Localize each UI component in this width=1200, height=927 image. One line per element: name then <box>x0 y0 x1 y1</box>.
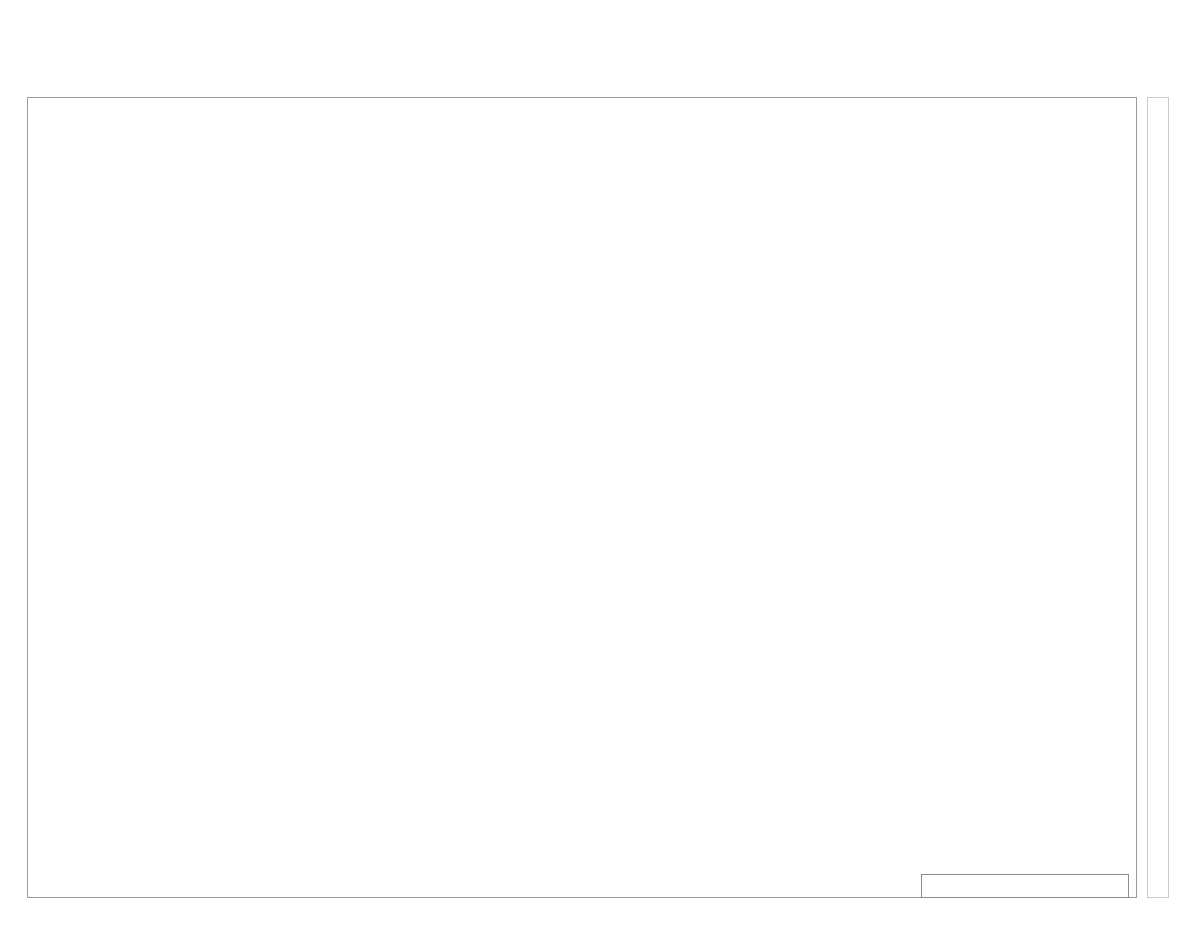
header-subtitle-line <box>0 46 1200 64</box>
attribution-logo <box>921 874 1129 898</box>
map-plot-area[interactable] <box>27 97 1137 898</box>
header <box>0 0 1200 94</box>
map-canvas <box>28 98 1136 897</box>
colorbar[interactable] <box>1147 97 1169 898</box>
